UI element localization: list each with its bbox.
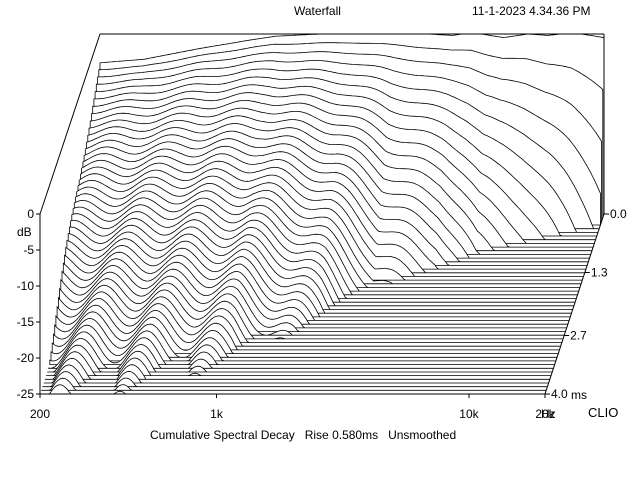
y-tick-label: -20	[17, 351, 35, 365]
decay-slice	[42, 371, 548, 388]
axes: 0 -5 -10 -15 -20 -25 200 1k 10k 20k 0.0 1.3 2.7 4.0	[17, 33, 627, 421]
x-tick-label: 20k	[535, 407, 555, 421]
decay-slice	[55, 298, 561, 347]
footer-caption: Cumulative Spectral Decay Rise 0.580ms U…	[150, 428, 457, 442]
decay-slice	[48, 338, 554, 369]
decay-slice	[47, 344, 553, 373]
y-axis-label: dB	[17, 225, 32, 239]
decay-slice	[41, 377, 547, 391]
z-tick-label: 1.3	[591, 266, 608, 280]
timestamp: 11-1-2023 4.34.36 PM	[472, 4, 591, 18]
x-axis-unit: Hz	[541, 407, 556, 421]
decay-slice	[46, 351, 551, 376]
x-tick-label: 1k	[210, 407, 224, 421]
y-tick-label: 0	[27, 207, 34, 221]
clio-brand: CLIO	[588, 405, 619, 420]
x-tick-label: 200	[30, 407, 50, 421]
z-tick-label: 0.0	[610, 207, 627, 221]
decay-slice	[44, 357, 550, 380]
z-axis-unit: ms	[571, 388, 587, 402]
decay-slice	[54, 304, 560, 351]
z-axis-line	[544, 213, 605, 395]
y-tick-label: -25	[17, 387, 35, 401]
decay-slice	[43, 364, 549, 384]
z-tick-label: 2.7	[570, 329, 587, 343]
x-tick-label: 10k	[459, 407, 479, 421]
z-tick-label: 4.0	[551, 387, 568, 401]
y-tick-label: -5	[23, 243, 34, 257]
decay-slices	[40, 33, 605, 395]
y-tick-label: -15	[17, 315, 35, 329]
y-tick-label: -10	[17, 279, 35, 293]
chart-title: Waterfall	[294, 4, 341, 18]
left-depth-edge	[39, 33, 101, 215]
